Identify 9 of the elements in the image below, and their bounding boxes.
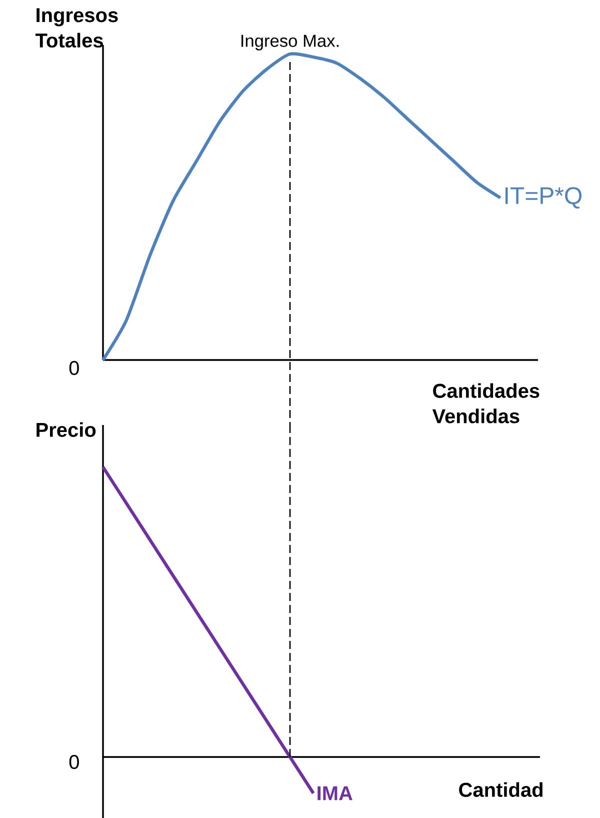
x-axis-title: Cantidad bbox=[459, 782, 542, 797]
y-axis-title: Ingresos Totales bbox=[35, 8, 118, 48]
y-axis-title: Precio bbox=[36, 422, 96, 437]
text: 0 bbox=[69, 754, 79, 770]
series-label: IT=P*Q bbox=[506, 187, 582, 208]
x-axis-title: Cantidades Vendidas bbox=[432, 383, 540, 424]
text: 0 bbox=[69, 360, 79, 376]
text: Ingreso Max. bbox=[242, 34, 338, 50]
series-label: IMA bbox=[318, 786, 352, 800]
